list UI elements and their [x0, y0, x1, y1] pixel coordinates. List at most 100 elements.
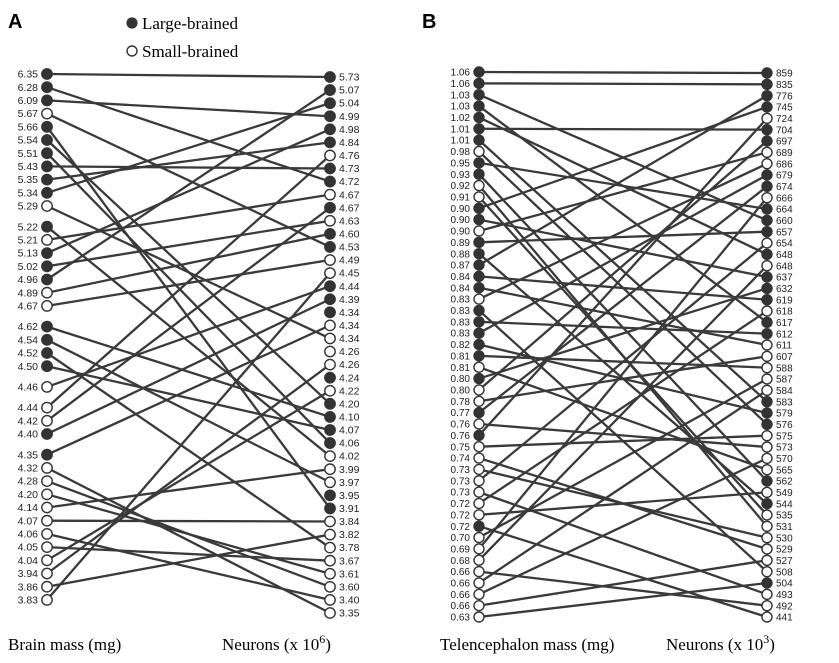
left-tick-label: 4.89 [18, 287, 39, 299]
left-tick-label: 4.96 [18, 274, 39, 286]
left-tick-label: 0.68 [451, 556, 471, 567]
left-tick-label: 4.46 [18, 382, 39, 394]
right-tick-label: 619 [776, 295, 793, 306]
right-tick-label: 3.97 [339, 477, 360, 489]
right-tick-label: 4.06 [339, 438, 360, 450]
right-point-marker [761, 509, 773, 521]
right-point-marker [324, 293, 336, 306]
right-point-marker [761, 611, 773, 623]
right-point-marker [761, 384, 773, 397]
right-tick-label: 637 [776, 273, 793, 284]
left-point-marker [41, 414, 53, 427]
left-tick-label: 0.89 [451, 238, 471, 249]
right-tick-label: 3.95 [339, 490, 360, 502]
left-point-marker [41, 380, 53, 393]
left-point-marker [41, 81, 53, 94]
right-point-marker [761, 214, 773, 227]
left-tick-label: 0.75 [451, 442, 471, 453]
right-tick-label: 570 [776, 454, 793, 465]
right-tick-label: 4.60 [339, 228, 360, 240]
left-point-marker [473, 554, 485, 566]
right-point-marker [761, 497, 773, 510]
right-tick-label: 835 [776, 80, 793, 91]
left-point-marker [473, 565, 485, 578]
left-tick-label: 0.66 [451, 579, 471, 590]
right-tick-label: 4.45 [339, 268, 360, 280]
left-tick-label: 5.13 [18, 248, 39, 260]
panel-a-label: A [8, 11, 22, 33]
connection-line [46, 285, 331, 388]
left-point-marker [41, 461, 53, 474]
left-tick-label: 5.29 [18, 201, 39, 213]
left-point-marker [41, 200, 53, 212]
data-points: 6.356.286.095.675.66 5.545.515.435.355.34… [18, 66, 793, 624]
connection-line [46, 193, 331, 242]
connection-line [478, 139, 768, 403]
right-tick-label: 4.44 [339, 281, 360, 293]
left-tick-label: 0.83 [451, 329, 471, 340]
left-tick-label: 6.28 [18, 82, 39, 94]
right-tick-label: 573 [776, 443, 793, 454]
left-point-marker [473, 406, 485, 419]
left-tick-label: 0.72 [451, 499, 471, 510]
right-point-marker [761, 225, 773, 238]
connection-line [46, 363, 331, 575]
left-tick-label: 0.70 [451, 533, 471, 544]
connection-line [46, 466, 331, 615]
right-tick-label: 4.76 [339, 150, 360, 162]
connection-line [478, 161, 768, 211]
connection-line [478, 70, 768, 75]
right-tick-label: 562 [776, 477, 793, 488]
connection-line [478, 422, 768, 449]
right-point-marker [761, 565, 773, 578]
left-point-marker [473, 509, 485, 521]
right-tick-label: 575 [776, 431, 793, 442]
right-point-marker [324, 345, 336, 358]
left-point-marker [41, 260, 53, 273]
connection-line [478, 140, 768, 391]
right-tick-label: 504 [776, 579, 793, 590]
left-tick-label: 0.83 [451, 317, 471, 328]
left-point-marker [41, 120, 53, 133]
left-tick-label: 1.06 [451, 68, 471, 79]
left-tick-label: 0.92 [451, 181, 471, 192]
right-tick-label: 632 [776, 284, 793, 295]
right-tick-label: 612 [776, 329, 793, 340]
left-tick-label: 1.03 [451, 102, 471, 113]
left-point-marker [41, 134, 53, 146]
connection-line [46, 99, 331, 118]
panel-a-xlabel-left: Brain mass (mg) [8, 635, 121, 654]
right-tick-label: 3.82 [339, 529, 360, 541]
connection-line [478, 287, 768, 380]
left-point-marker [473, 247, 485, 260]
right-point-marker [761, 339, 773, 351]
right-tick-label: 527 [776, 556, 793, 567]
left-tick-label: 0.76 [451, 420, 471, 431]
panel-b-xlabel-left: Telencephalon mass (mg) [440, 635, 614, 654]
connection-line [46, 206, 331, 422]
left-point-marker [473, 543, 485, 555]
connection-line [478, 185, 768, 414]
right-tick-label: 583 [776, 397, 793, 408]
right-tick-label: 4.49 [339, 255, 360, 267]
right-point-marker [761, 293, 773, 306]
left-tick-label: 0.91 [451, 192, 471, 203]
right-tick-label: 579 [776, 409, 793, 420]
connection-line [46, 102, 331, 194]
left-tick-label: 0.87 [451, 261, 471, 272]
left-tick-label: 5.02 [18, 261, 39, 273]
right-point-marker [761, 180, 773, 193]
left-point-marker [473, 395, 485, 407]
right-point-marker [324, 437, 336, 449]
right-tick-label: 4.53 [339, 242, 360, 254]
connection-line [46, 165, 331, 170]
right-tick-label: 654 [776, 239, 793, 250]
panel-b-xlabel-right-exp: 3 [763, 632, 769, 646]
right-point-marker [761, 475, 773, 487]
left-tick-label: 1.02 [451, 113, 471, 124]
connection-line [478, 581, 768, 619]
left-tick-label: 4.04 [18, 555, 39, 567]
connection-line [478, 162, 768, 301]
right-point-marker [761, 407, 773, 419]
right-tick-label: 3.40 [339, 595, 360, 607]
